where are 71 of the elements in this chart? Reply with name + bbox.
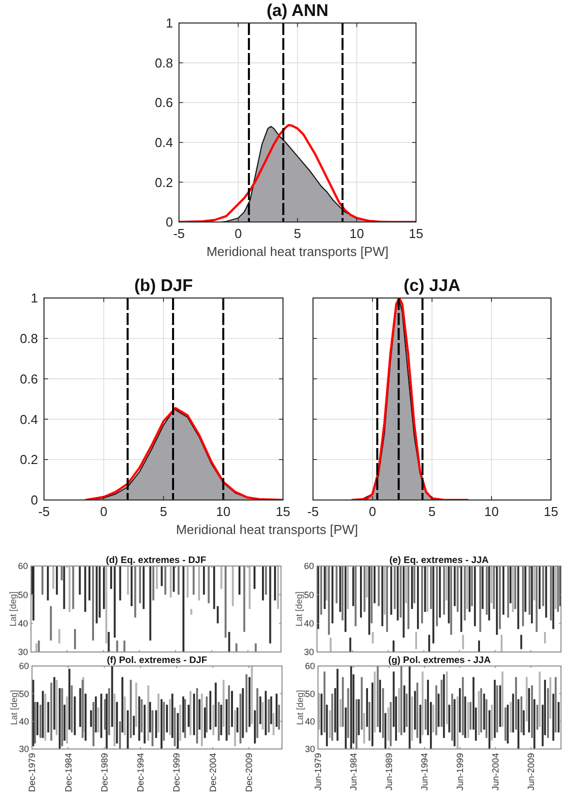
- y-tick-label: 40: [18, 716, 29, 726]
- x-tick-label: -5: [38, 504, 50, 519]
- x-tick-label: 5: [160, 504, 168, 519]
- x-tick-label: Jun-1979: [313, 753, 324, 791]
- x-tick-label: 5: [294, 226, 302, 241]
- y-tick-label: 30: [304, 744, 315, 754]
- y-tick-label: 40: [304, 716, 315, 726]
- y-tick-label: 1: [166, 16, 173, 31]
- x-tick-label: 15: [408, 226, 424, 241]
- y-tick-label: 30: [18, 647, 28, 658]
- y-tick-label: 0.4: [20, 412, 38, 427]
- x-tick-label: -5: [173, 226, 185, 241]
- y-tick-label: 40: [304, 618, 314, 628]
- y-axis-title: Lat [deg]: [294, 591, 304, 627]
- y-tick-label: 0.4: [154, 134, 173, 150]
- x-tick-label: 15: [544, 504, 558, 519]
- x-tick-label: 0: [234, 226, 242, 241]
- x-tick-label: 10: [216, 504, 230, 519]
- x-tick-label: Jun-1999: [455, 753, 466, 791]
- y-tick-label: 30: [18, 744, 29, 754]
- x-tick-label: Dec-2009: [244, 753, 254, 792]
- line-series: [179, 124, 416, 222]
- chart-title: (b) DJF: [134, 276, 193, 295]
- y-tick-label: 50: [304, 590, 314, 600]
- x-tick-label: -5: [307, 504, 319, 519]
- x-tick-label: Jun-1989: [384, 753, 394, 791]
- y-tick-label: 0: [30, 492, 38, 508]
- y-axis-title: Lat [deg]: [9, 690, 20, 726]
- x-tick-label: Jun-1994: [420, 753, 430, 791]
- y-tick-label: 50: [18, 590, 28, 600]
- y-axis-title: Lat [deg]: [8, 591, 18, 627]
- y-tick-label: 50: [18, 688, 29, 699]
- x-tick-label: 10: [484, 504, 499, 519]
- y-tick-label: 40: [18, 618, 28, 628]
- chart-title: (d) Eq. extremes - DJF: [106, 555, 206, 566]
- x-tick-label: Dec-1989: [99, 753, 110, 792]
- y-tick-label: 60: [18, 561, 28, 572]
- y-tick-label: 0.8: [20, 330, 38, 346]
- y-tick-label: 50: [304, 688, 315, 699]
- y-tick-label: 0.2: [154, 174, 173, 190]
- chart-title: (e) Eq. extremes - JJA: [389, 555, 489, 566]
- y-tick-label: 60: [304, 561, 314, 572]
- chart-title: (g) Pol. extremes - JJA: [388, 655, 491, 666]
- chart-title: (a) ANN: [266, 1, 328, 20]
- x-tick-label: Dec-1999: [172, 753, 182, 792]
- y-tick-label: 1: [30, 290, 38, 306]
- y-tick-label: 60: [304, 661, 315, 672]
- y-tick-label: 0.8: [154, 55, 173, 70]
- x-tick-label: 5: [428, 504, 436, 519]
- x-tick-label: Dec-1994: [136, 753, 146, 792]
- x-tick-label: Dec-1979: [27, 753, 38, 792]
- y-tick-label: 0.6: [20, 371, 38, 386]
- x-tick-label: 0: [100, 504, 108, 519]
- y-tick-label: 0: [166, 214, 173, 230]
- chart-title: (f) Pol. extremes - DJF: [106, 655, 208, 666]
- x-tick-label: Jun-2004: [490, 753, 501, 791]
- y-tick-label: 0.2: [20, 452, 38, 468]
- x-axis-title: Meridional heat transports [PW]: [206, 244, 389, 259]
- x-tick-label: Dec-2004: [208, 753, 218, 792]
- x-tick-label: 0: [368, 504, 376, 519]
- y-tick-label: 60: [18, 661, 29, 672]
- x-tick-label: 15: [276, 504, 290, 519]
- x-tick-label: Jun-1984: [348, 753, 359, 791]
- x-tick-label: 10: [350, 226, 364, 241]
- x-axis-title: Meridional heat transports [PW]: [176, 522, 358, 537]
- y-axis-title: Lat [deg]: [295, 690, 306, 726]
- y-tick-label: 0.6: [154, 95, 173, 110]
- y-tick-label: 30: [304, 647, 314, 658]
- chart-title: (c) JJA: [404, 276, 460, 295]
- x-tick-label: Jun-2009: [526, 753, 536, 791]
- x-tick-label: Dec-1984: [63, 753, 74, 792]
